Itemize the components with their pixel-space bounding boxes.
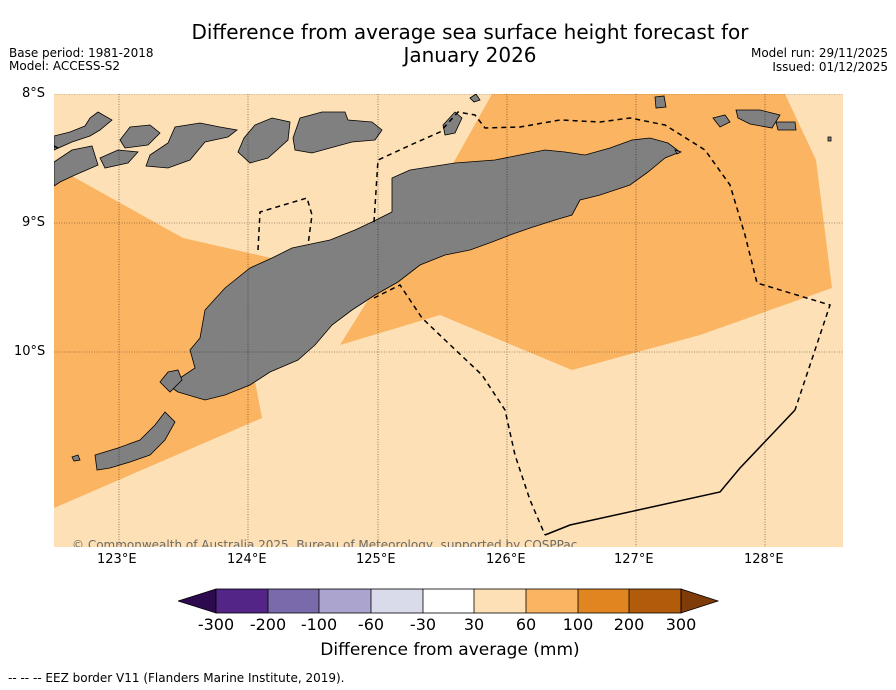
colorbar-label: -100 bbox=[300, 615, 338, 634]
lon-label-128e: 128°E bbox=[744, 552, 784, 567]
lon-label-124e: 124°E bbox=[227, 552, 267, 567]
atauro-island bbox=[442, 111, 463, 136]
colorbar-extend-low bbox=[178, 588, 217, 614]
moa-island bbox=[735, 109, 781, 129]
colorbar-label: 100 bbox=[562, 615, 594, 634]
ndao-island bbox=[71, 454, 81, 462]
lon-label-126e: 126°E bbox=[486, 552, 526, 567]
lakor-island bbox=[775, 121, 797, 131]
eez-border-solid-segment bbox=[544, 409, 796, 536]
eez-legend-note: -- -- -- EEZ border V11 (Flanders Marine… bbox=[8, 671, 345, 685]
romang-island bbox=[654, 95, 667, 109]
colorbar-segment bbox=[268, 589, 319, 613]
colorbar-segment bbox=[371, 589, 423, 613]
colorbar-extend-high bbox=[680, 588, 720, 614]
colorbar-segment bbox=[526, 589, 578, 613]
lon-label-127e: 127°E bbox=[614, 552, 654, 567]
timor-island bbox=[167, 137, 681, 401]
flores-west-island bbox=[54, 145, 99, 187]
wetar-island bbox=[469, 94, 481, 103]
model-name: Model: ACCESS-S2 bbox=[9, 59, 121, 73]
base-period: Base period: 1981-2018 bbox=[9, 46, 154, 60]
alor-island bbox=[292, 111, 383, 154]
lat-label-10s: 10°S bbox=[14, 344, 46, 359]
lon-label-125e: 125°E bbox=[356, 552, 396, 567]
lon-gridlines bbox=[118, 94, 766, 547]
kisar-island bbox=[827, 136, 832, 142]
colorbar bbox=[178, 588, 720, 614]
leti-island bbox=[712, 114, 731, 128]
colorbar-segment bbox=[578, 589, 629, 613]
colorbar-segment bbox=[423, 589, 474, 613]
lat-gridlines bbox=[54, 94, 843, 353]
eez-border bbox=[54, 111, 831, 536]
copyright-notice: © Commonwealth of Australia 2025, Bureau… bbox=[72, 538, 577, 552]
colorbar-segment bbox=[629, 589, 681, 613]
issued-date: Issued: 01/12/2025 bbox=[772, 60, 888, 74]
colorbar-label: -200 bbox=[249, 615, 287, 634]
map-title-line1: Difference from average sea surface heig… bbox=[191, 20, 749, 44]
lon-label-123e: 123°E bbox=[97, 552, 137, 567]
colorbar-label: -60 bbox=[357, 615, 385, 634]
lomblen-island bbox=[145, 122, 238, 169]
adonara-island bbox=[119, 124, 161, 149]
pantar-island bbox=[237, 117, 291, 164]
colorbar-label: 30 bbox=[463, 615, 485, 634]
flores-east-island bbox=[54, 111, 113, 151]
colorbar-segment bbox=[474, 589, 526, 613]
lat-label-9s: 9°S bbox=[22, 215, 46, 230]
jaco-island bbox=[674, 149, 683, 155]
sea-anomaly-60-100-region-west bbox=[54, 170, 300, 508]
lat-label-8s: 8°S bbox=[22, 86, 46, 101]
colorbar-segment bbox=[319, 589, 371, 613]
colorbar-segment bbox=[216, 589, 268, 613]
map-title-line2: January 2026 bbox=[403, 43, 537, 67]
rote-island bbox=[94, 411, 176, 471]
colorbar-label: -30 bbox=[409, 615, 437, 634]
colorbar-label: 60 bbox=[515, 615, 537, 634]
colorbar-label: 300 bbox=[665, 615, 697, 634]
semau-island bbox=[159, 369, 183, 393]
model-run: Model run: 29/11/2025 bbox=[750, 46, 888, 60]
colorbar-title: Difference from average (mm) bbox=[320, 640, 580, 660]
colorbar-label: 200 bbox=[613, 615, 645, 634]
colorbar-label: -300 bbox=[197, 615, 235, 634]
